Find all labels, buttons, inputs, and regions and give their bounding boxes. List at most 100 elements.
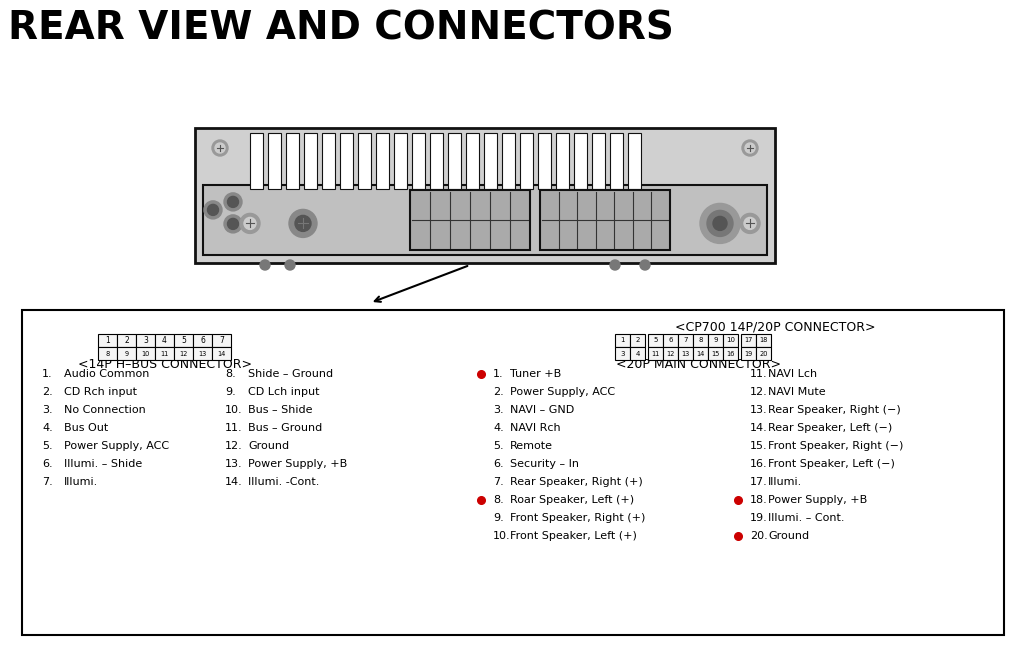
Text: Front Speaker, Right (+): Front Speaker, Right (+)	[510, 513, 645, 523]
Bar	[430, 133, 443, 189]
Text: 11.: 11.	[750, 369, 768, 379]
Circle shape	[707, 210, 733, 236]
Text: 18.: 18.	[750, 495, 768, 505]
Text: 1.: 1.	[493, 369, 504, 379]
Bar	[484, 133, 497, 189]
Text: Front Speaker, Left (−): Front Speaker, Left (−)	[768, 459, 895, 469]
Text: 9.: 9.	[493, 513, 504, 523]
Bar	[268, 133, 281, 189]
Text: 8.: 8.	[225, 369, 236, 379]
Text: Tuner +B: Tuner +B	[510, 369, 561, 379]
Text: 5: 5	[653, 338, 657, 343]
Text: 9: 9	[125, 351, 129, 357]
Bar	[212, 347, 231, 360]
Bar	[195, 128, 775, 263]
Text: Illumi. – Cont.: Illumi. – Cont.	[768, 513, 845, 523]
Text: Front Speaker, Left (+): Front Speaker, Left (+)	[510, 531, 637, 541]
Text: REAR VIEW AND CONNECTORS: REAR VIEW AND CONNECTORS	[8, 10, 674, 48]
Text: 12: 12	[667, 351, 675, 357]
Text: 2: 2	[635, 338, 640, 343]
Text: 6.: 6.	[42, 459, 52, 469]
Bar	[136, 334, 155, 347]
Text: 8: 8	[105, 351, 110, 357]
Text: 10: 10	[726, 338, 735, 343]
Text: 12.: 12.	[225, 441, 243, 451]
Text: 9.: 9.	[225, 387, 236, 397]
Text: 8: 8	[698, 338, 702, 343]
Bar	[136, 347, 155, 360]
Bar	[540, 190, 670, 250]
Bar	[723, 334, 738, 347]
Bar	[663, 347, 678, 360]
Circle shape	[224, 193, 242, 211]
Circle shape	[215, 143, 225, 153]
Text: 7: 7	[683, 338, 688, 343]
Text: Roar Speaker, Left (+): Roar Speaker, Left (+)	[510, 495, 634, 505]
Bar	[615, 334, 630, 347]
Bar	[98, 334, 117, 347]
Text: 14: 14	[217, 351, 225, 357]
Circle shape	[744, 217, 756, 229]
Text: 13: 13	[199, 351, 207, 357]
Text: 4.: 4.	[42, 423, 53, 433]
Bar	[322, 133, 335, 189]
Bar	[174, 334, 193, 347]
Text: 14: 14	[696, 351, 705, 357]
Text: 13.: 13.	[225, 459, 243, 469]
Bar	[741, 334, 756, 347]
Bar	[286, 133, 299, 189]
Text: NAVI Lch: NAVI Lch	[768, 369, 817, 379]
Text: Ground: Ground	[248, 441, 289, 451]
Text: CD Rch input: CD Rch input	[63, 387, 137, 397]
Text: Illumi.: Illumi.	[768, 477, 802, 487]
Bar	[376, 133, 389, 189]
Text: Shide – Ground: Shide – Ground	[248, 369, 333, 379]
Text: Ground: Ground	[768, 531, 809, 541]
Bar	[193, 347, 212, 360]
Text: 6.: 6.	[493, 459, 504, 469]
Text: 2: 2	[124, 336, 129, 345]
Text: Rear Speaker, Left (−): Rear Speaker, Left (−)	[768, 423, 892, 433]
Text: Bus Out: Bus Out	[63, 423, 109, 433]
Text: 4.: 4.	[493, 423, 504, 433]
Bar	[630, 334, 645, 347]
Bar	[648, 334, 663, 347]
Circle shape	[700, 204, 740, 244]
Text: 1: 1	[105, 336, 110, 345]
Bar	[304, 133, 317, 189]
Circle shape	[227, 218, 239, 229]
Text: 19: 19	[744, 351, 753, 357]
Circle shape	[713, 216, 727, 231]
Bar	[556, 133, 569, 189]
Text: 11: 11	[651, 351, 659, 357]
Circle shape	[285, 260, 295, 270]
Bar	[678, 347, 693, 360]
Text: 11: 11	[161, 351, 169, 357]
Circle shape	[240, 214, 260, 233]
Bar	[412, 133, 425, 189]
Bar	[155, 334, 174, 347]
Bar	[212, 334, 231, 347]
Text: Security – In: Security – In	[510, 459, 579, 469]
Text: NAVI Rch: NAVI Rch	[510, 423, 560, 433]
Text: 6: 6	[200, 336, 205, 345]
Text: 16: 16	[726, 351, 734, 357]
Bar	[466, 133, 479, 189]
Bar	[678, 334, 693, 347]
Text: 9: 9	[714, 338, 718, 343]
Circle shape	[289, 210, 317, 238]
Text: 10.: 10.	[493, 531, 511, 541]
Bar	[250, 133, 263, 189]
Circle shape	[260, 260, 270, 270]
Bar	[502, 133, 515, 189]
Text: Bus – Shide: Bus – Shide	[248, 405, 312, 415]
Bar	[741, 347, 756, 360]
Circle shape	[204, 201, 222, 219]
Bar	[693, 347, 708, 360]
Text: 3: 3	[143, 336, 147, 345]
Text: 1: 1	[621, 338, 625, 343]
Bar	[174, 347, 193, 360]
Circle shape	[224, 215, 242, 233]
Bar	[708, 347, 723, 360]
Text: CD Lch input: CD Lch input	[248, 387, 319, 397]
